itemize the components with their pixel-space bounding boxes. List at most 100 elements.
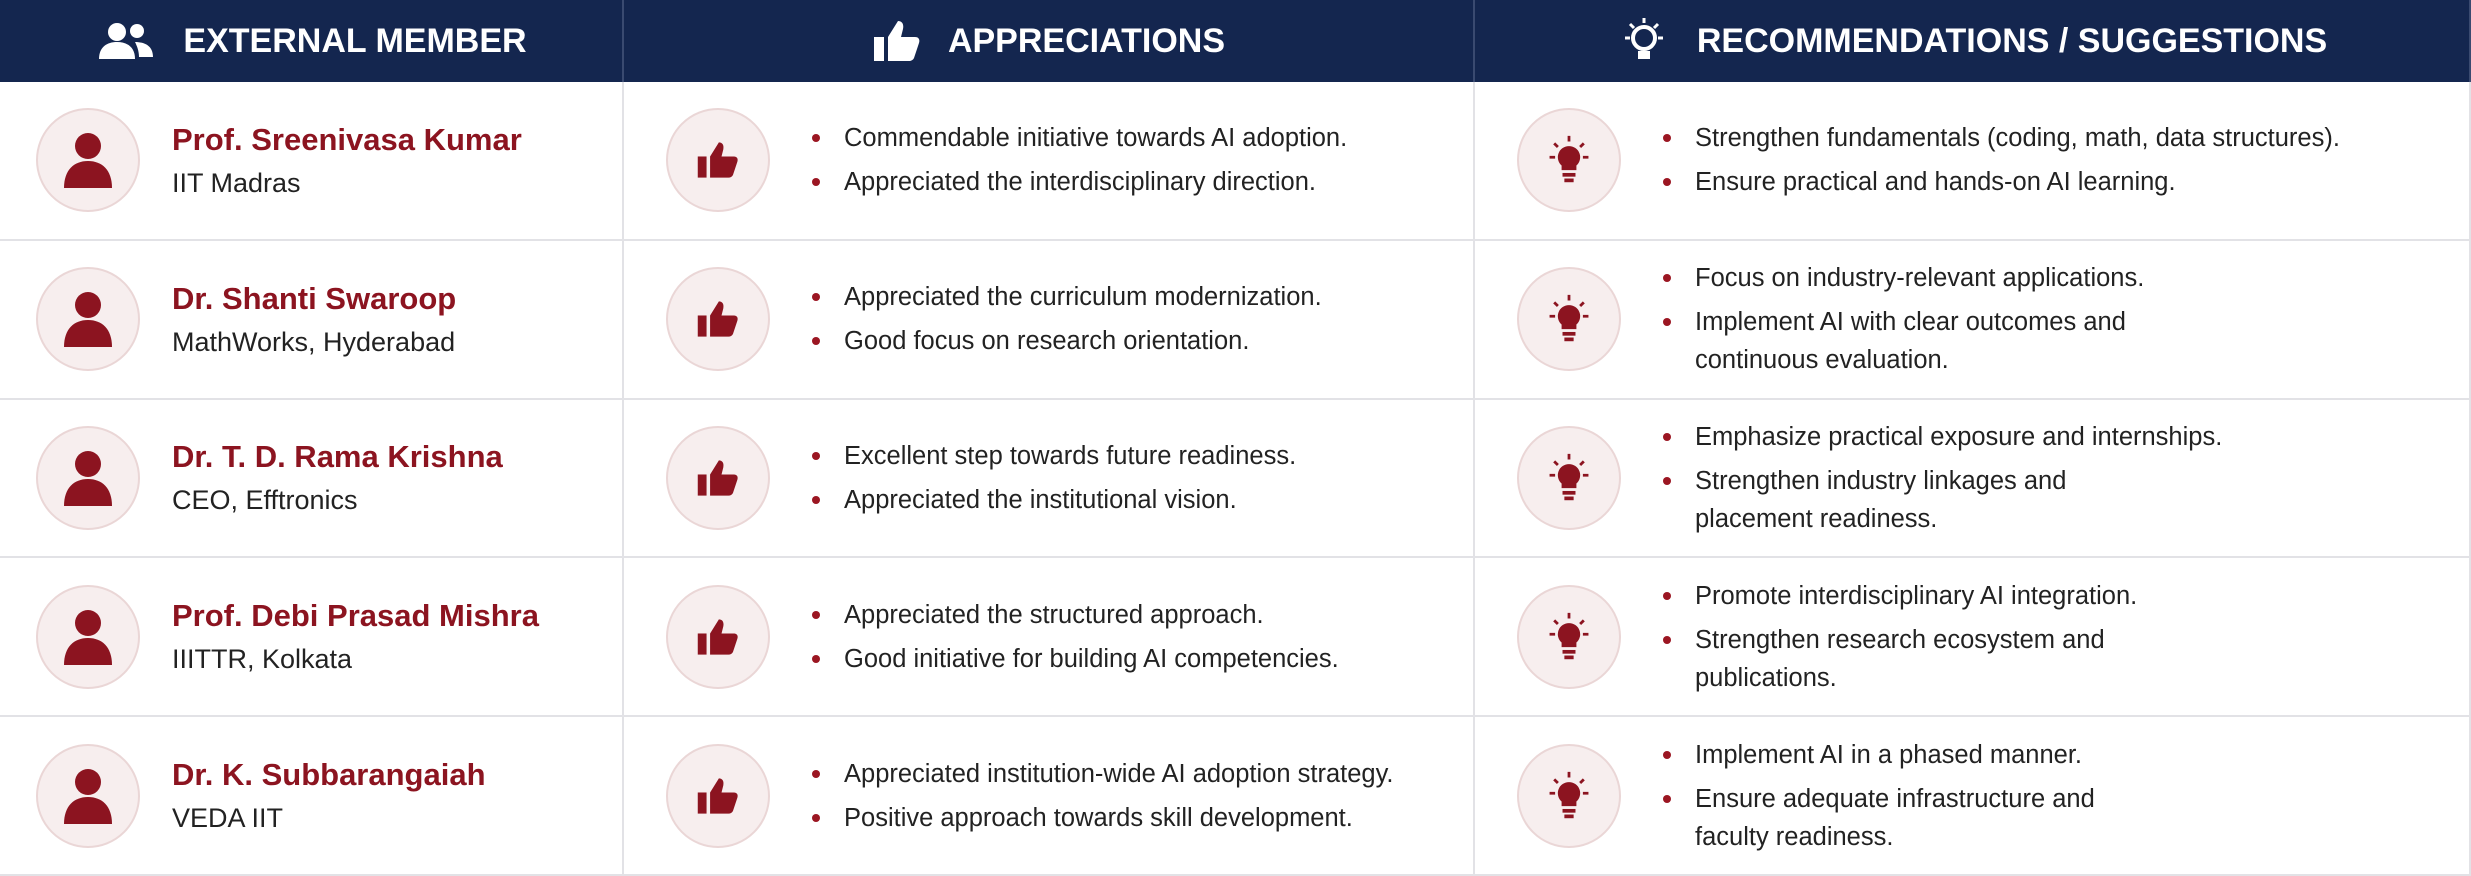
bulb-icon (1549, 295, 1589, 342)
member-cell: Prof. Sreenivasa Kumar IIT Madras (0, 82, 624, 241)
member-name: Dr. T. D. Rama Krishna (172, 439, 503, 475)
header-text: EXTERNAL MEMBER (183, 21, 527, 60)
appreciations-item: Appreciated the structured approach. (804, 596, 1339, 634)
person-icon (64, 768, 112, 824)
avatar (36, 743, 140, 848)
member-org: IIT Madras (172, 167, 301, 198)
bulb-badge (1517, 108, 1621, 213)
recommendations-list: Strengthen fundamentals (coding, math, d… (1655, 113, 2340, 207)
people-icon (99, 23, 154, 59)
appreciations-item: Appreciated the interdisciplinary direct… (804, 163, 1347, 201)
member-org: MathWorks, Hyderabad (172, 326, 456, 357)
bulb-icon (1549, 771, 1589, 818)
appreciations-cell: Appreciated the structured approach. Good… (624, 558, 1475, 718)
thumb-icon (697, 460, 738, 496)
appreciations-item: Appreciated the curriculum modernization… (804, 278, 1322, 316)
thumb-icon (697, 619, 738, 655)
bulb-badge (1517, 743, 1621, 848)
appreciations-list: Commendable initiative towards AI adopti… (804, 113, 1347, 207)
recommendations-list: Implement AI in a phased manner. Ensure a… (1655, 730, 2095, 862)
recommendations-item: Focus on industry-relevant applications. (1655, 259, 2144, 297)
avatar (36, 425, 140, 530)
bulb-icon (1549, 136, 1589, 183)
appreciations-item: Positive approach towards skill developm… (804, 799, 1394, 837)
appreciations-cell: Appreciated the curriculum modernization… (624, 240, 1475, 400)
appreciations-list: Appreciated the structured approach. Good… (804, 590, 1339, 684)
appreciations-list: Appreciated institution-wide AI adoption… (804, 749, 1394, 843)
member-org: IIITTR, Kolkata (172, 644, 353, 675)
bulb-badge (1517, 425, 1621, 530)
recommendations-item: Ensure adequate infrastructure and facul… (1655, 780, 2095, 856)
header-text: APPRECIATIONS (947, 21, 1226, 60)
appreciations-item: Appreciated the institutional vision. (804, 481, 1296, 519)
recommendations-item: Strengthen fundamentals (coding, math, d… (1655, 119, 2340, 157)
recommendations-list: Emphasize practical exposure and interns… (1655, 412, 2222, 544)
avatar (36, 108, 140, 213)
avatar (36, 584, 140, 689)
appreciations-item: Appreciated institution-wide AI adoption… (804, 755, 1394, 793)
appreciations-cell: Commendable initiative towards AI adopti… (624, 82, 1475, 241)
appreciations-item: Excellent step towards future readiness. (804, 437, 1296, 475)
person-icon (64, 609, 112, 665)
member-name: Prof. Debi Prasad Mishra (172, 598, 539, 634)
member-info: Dr. Shanti Swaroop MathWorks, Hyderabad (172, 281, 456, 358)
thumb-icon (873, 21, 920, 61)
member-org: CEO, Efftronics (172, 485, 358, 516)
header-member: EXTERNAL MEMBER (0, 0, 624, 82)
recommendations-cell: Promote interdisciplinary AI integration… (1475, 558, 2471, 718)
member-name: Dr. K. Subbarangaiah (172, 757, 486, 793)
member-cell: Dr. Shanti Swaroop MathWorks, Hyderabad (0, 240, 624, 400)
recommendations-item: Emphasize practical exposure and interns… (1655, 418, 2222, 456)
avatar (36, 267, 140, 372)
recommendations-list: Focus on industry-relevant applications.… (1655, 253, 2144, 385)
thumb-badge (666, 425, 770, 530)
member-org: VEDA IIT (172, 803, 284, 834)
bulb-icon (1549, 453, 1589, 501)
thumb-badge (666, 584, 770, 689)
recommendations-item: Strengthen research ecosystem and public… (1655, 621, 2137, 697)
person-icon (64, 292, 112, 348)
recommendations-cell: Implement AI in a phased manner. Ensure a… (1475, 717, 2471, 876)
person-icon (64, 133, 112, 189)
appreciations-item: Good initiative for building AI competen… (804, 640, 1339, 678)
recommendations-list: Promote interdisciplinary AI integration… (1655, 571, 2137, 703)
member-name: Dr. Shanti Swaroop (172, 280, 457, 316)
appreciations-cell: Appreciated institution-wide AI adoption… (624, 717, 1475, 876)
thumb-icon (697, 301, 738, 337)
appreciations-list: Excellent step towards future readiness.… (804, 431, 1296, 525)
appreciations-list: Appreciated the curriculum modernization… (804, 272, 1322, 366)
header-recommendations: RECOMMENDATIONS / SUGGESTIONS (1475, 0, 2471, 82)
member-info: Dr. T. D. Rama Krishna CEO, Efftronics (172, 439, 503, 516)
member-info: Prof. Debi Prasad Mishra IIITTR, Kolkata (172, 598, 539, 675)
recommendations-item: Implement AI in a phased manner. (1655, 736, 2095, 774)
member-name: Prof. Sreenivasa Kumar (172, 121, 522, 157)
person-icon (64, 450, 112, 506)
bulb-badge (1517, 267, 1621, 372)
bulb-icon (1624, 18, 1663, 59)
appreciations-item: Commendable initiative towards AI adopti… (804, 119, 1347, 157)
member-info: Dr. K. Subbarangaiah VEDA IIT (172, 757, 486, 834)
header-appreciations: APPRECIATIONS (624, 0, 1475, 82)
thumb-icon (697, 142, 738, 178)
appreciations-cell: Excellent step towards future readiness.… (624, 399, 1475, 559)
recommendations-item: Ensure practical and hands-on AI learnin… (1655, 163, 2340, 201)
recommendations-cell: Emphasize practical exposure and interns… (1475, 399, 2471, 559)
member-cell: Dr. T. D. Rama Krishna CEO, Efftronics (0, 399, 624, 559)
thumb-badge (666, 267, 770, 372)
bulb-badge (1517, 584, 1621, 689)
bulb-icon (1549, 612, 1589, 660)
appreciations-item: Good focus on research orientation. (804, 322, 1322, 360)
thumb-icon (697, 777, 738, 814)
recommendations-cell: Strengthen fundamentals (coding, math, d… (1475, 82, 2471, 241)
thumb-badge (666, 108, 770, 213)
recommendations-cell: Focus on industry-relevant applications.… (1475, 240, 2471, 400)
member-cell: Prof. Debi Prasad Mishra IIITTR, Kolkata (0, 558, 624, 718)
recommendations-item: Strengthen industry linkages and placeme… (1655, 462, 2222, 538)
header-text: RECOMMENDATIONS / SUGGESTIONS (1696, 21, 2328, 60)
thumb-badge (666, 743, 770, 848)
member-cell: Dr. K. Subbarangaiah VEDA IIT (0, 717, 624, 876)
recommendations-item: Implement AI with clear outcomes and con… (1655, 303, 2144, 379)
recommendations-item: Promote interdisciplinary AI integration… (1655, 577, 2137, 615)
